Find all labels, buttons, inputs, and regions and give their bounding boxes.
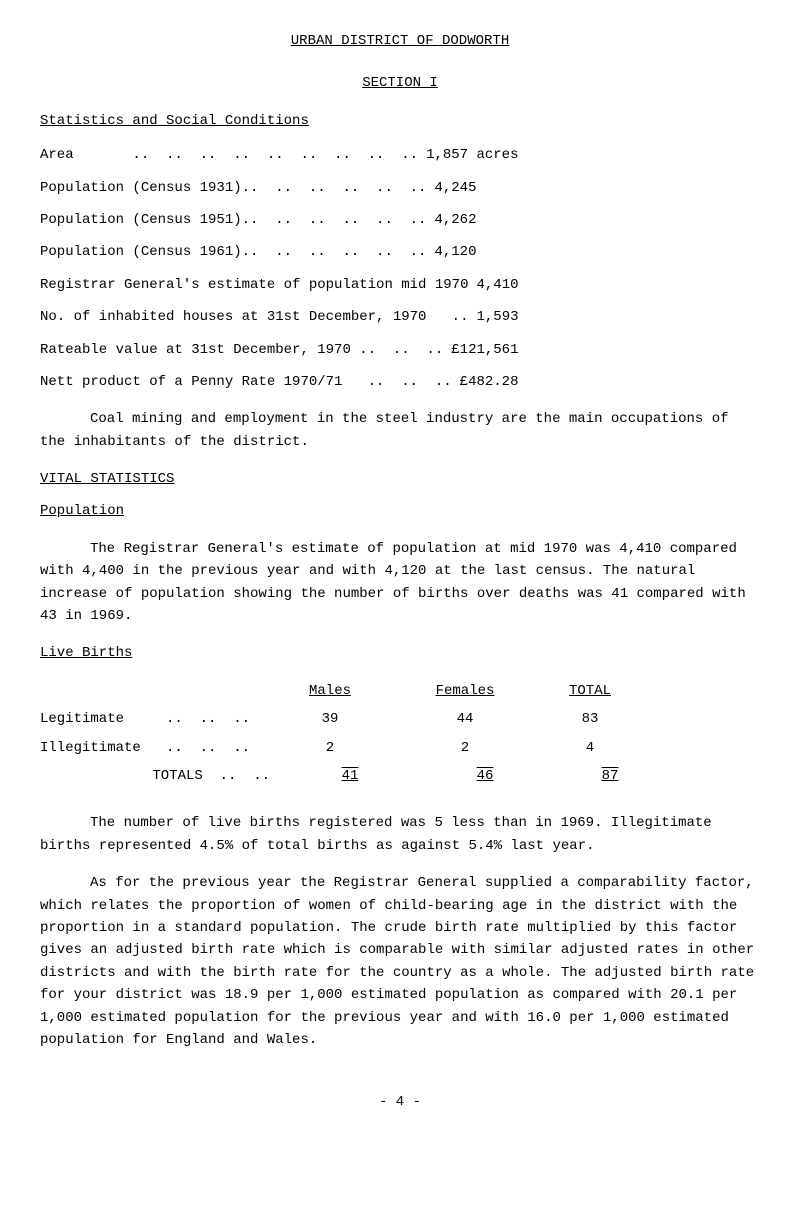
row-label: Legitimate .. .. .. [40,708,270,730]
stat-row: Area .. .. .. .. .. .. .. .. .. 1,857 ac… [40,144,760,166]
table-header-row: Males Females TOTAL [40,680,760,702]
table-header-total: TOTAL [540,680,640,702]
row-total: 4 [540,737,640,759]
stat-label: Area .. .. .. .. .. .. .. .. .. [40,144,418,166]
stat-row: Registrar General's estimate of populati… [40,274,760,296]
table-row: Illegitimate .. .. .. 2 2 4 [40,737,760,759]
stat-label: Rateable value at 31st December, 1970 ..… [40,339,443,361]
section-heading: SECTION I [40,72,760,94]
stat-row: Rateable value at 31st December, 1970 ..… [40,339,760,361]
row-total: 83 [540,708,640,730]
stat-value: 4,410 [476,274,518,296]
vital-statistics-heading: VITAL STATISTICS [40,468,760,490]
stat-value: £482.28 [460,371,519,393]
stat-row: Population (Census 1961).. .. .. .. .. .… [40,241,760,263]
stat-value: 4,245 [434,177,476,199]
row-females: 2 [390,737,540,759]
stat-value: 4,262 [434,209,476,231]
row-males: 39 [270,708,390,730]
statistics-list: Area .. .. .. .. .. .. .. .. .. 1,857 ac… [40,144,760,393]
stat-label: Population (Census 1951).. .. .. .. .. .… [40,209,426,231]
table-totals-row: TOTALS .. .. 41 46 87 [40,765,760,787]
table-header-blank [40,680,270,702]
paragraph-coal: Coal mining and employment in the steel … [40,408,760,453]
totals-label: TOTALS .. .. [40,765,290,787]
stat-row: Population (Census 1951).. .. .. .. .. .… [40,209,760,231]
stat-row: Population (Census 1931).. .. .. .. .. .… [40,177,760,199]
totals-females: 46 [410,765,560,787]
population-heading: Population [40,500,760,522]
stat-row: No. of inhabited houses at 31st December… [40,306,760,328]
totals-total: 87 [560,765,660,787]
document-title: URBAN DISTRICT OF DODWORTH [40,30,760,52]
stat-value: £121,561 [451,339,518,361]
live-births-heading: Live Births [40,642,760,664]
paragraph-births-1: The number of live births registered was… [40,812,760,857]
statistics-heading: Statistics and Social Conditions [40,110,760,132]
paragraph-population: The Registrar General's estimate of popu… [40,538,760,628]
totals-males: 41 [290,765,410,787]
births-table: Males Females TOTAL Legitimate .. .. .. … [40,680,760,788]
stat-label: Population (Census 1961).. .. .. .. .. .… [40,241,426,263]
table-row: Legitimate .. .. .. 39 44 83 [40,708,760,730]
row-label: Illegitimate .. .. .. [40,737,270,759]
page-number: - 4 - [40,1091,760,1113]
row-males: 2 [270,737,390,759]
table-header-males: Males [270,680,390,702]
paragraph-births-2: As for the previous year the Registrar G… [40,872,760,1051]
stat-label: No. of inhabited houses at 31st December… [40,306,468,328]
stat-label: Registrar General's estimate of populati… [40,274,468,296]
stat-row: Nett product of a Penny Rate 1970/71 .. … [40,371,760,393]
table-header-females: Females [390,680,540,702]
stat-label: Nett product of a Penny Rate 1970/71 .. … [40,371,452,393]
stat-value: 4,120 [434,241,476,263]
row-females: 44 [390,708,540,730]
stat-label: Population (Census 1931).. .. .. .. .. .… [40,177,426,199]
stat-value: 1,593 [476,306,518,328]
stat-value: 1,857 acres [426,144,518,166]
